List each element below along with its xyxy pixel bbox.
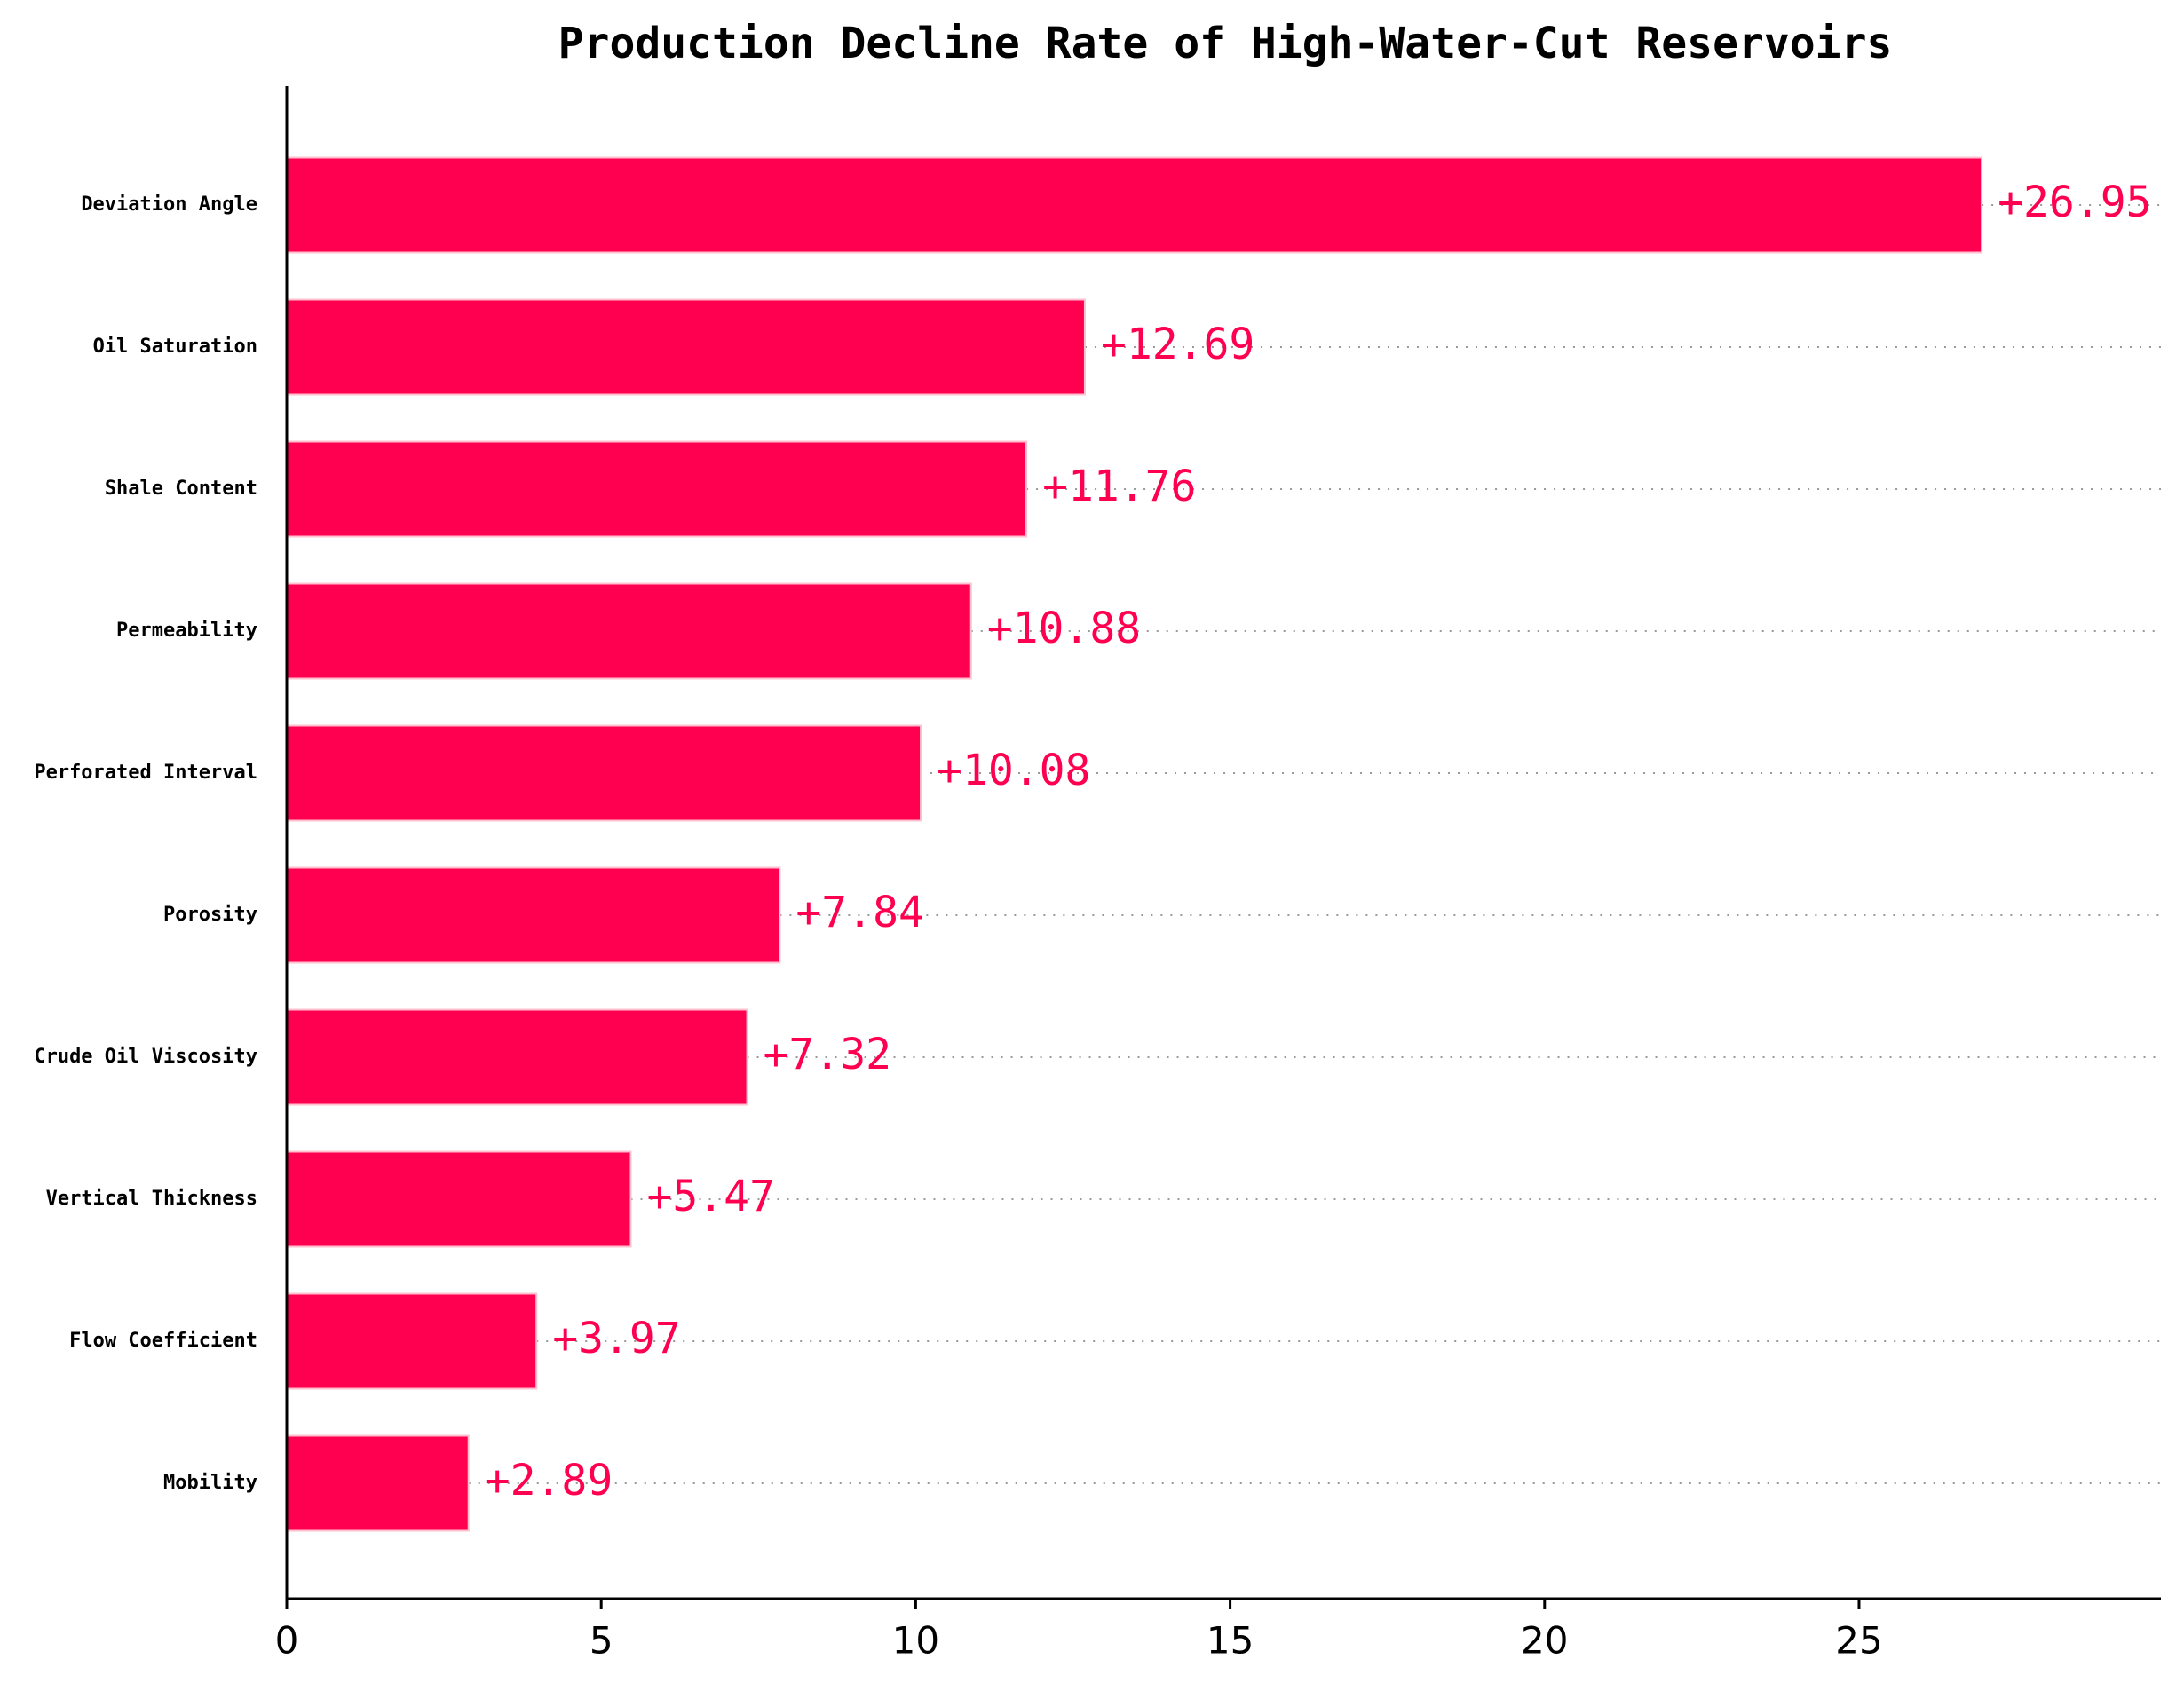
y-tick-label: Crude Oil Viscosity <box>34 1046 257 1068</box>
y-tick-label: Oil Saturation <box>93 336 257 358</box>
y-tick-label: Porosity <box>163 904 257 926</box>
x-tick-label: 15 <box>1207 1619 1254 1663</box>
bar <box>286 298 1086 396</box>
bar <box>286 1292 538 1390</box>
bar <box>286 866 781 964</box>
y-tick-label: Permeability <box>116 620 257 642</box>
value-label: +10.88 <box>987 604 1141 653</box>
value-label: +5.47 <box>646 1172 775 1221</box>
bar <box>286 156 1983 254</box>
value-label: +7.32 <box>764 1030 892 1079</box>
x-tick-label: 5 <box>590 1619 613 1663</box>
value-label: +11.76 <box>1042 462 1196 511</box>
y-tick-label: Vertical Thickness <box>46 1188 257 1210</box>
value-label: +12.69 <box>1101 320 1254 369</box>
x-tick-label: 10 <box>892 1619 939 1663</box>
value-label: +7.84 <box>795 888 924 937</box>
x-tick-label: 20 <box>1521 1619 1568 1663</box>
value-label: +2.89 <box>485 1456 613 1505</box>
value-label: +3.97 <box>552 1314 681 1363</box>
x-tick-label: 25 <box>1835 1619 1882 1663</box>
value-label: +10.08 <box>937 746 1090 795</box>
y-tick-label: Perforated Interval <box>34 762 257 784</box>
bar <box>286 582 972 680</box>
y-tick-label: Mobility <box>163 1472 257 1494</box>
y-tick-label: Flow Coefficient <box>69 1330 257 1352</box>
y-tick-label: Deviation Angle <box>81 194 257 216</box>
y-tick-label: Shale Content <box>105 478 257 500</box>
bar <box>286 1150 632 1248</box>
bar <box>286 1008 748 1106</box>
bar <box>286 440 1028 538</box>
bar <box>286 724 922 822</box>
value-label: +26.95 <box>1998 178 2151 227</box>
chart-title: Production Decline Rate of High-Water-Cu… <box>558 19 1893 68</box>
bar <box>286 1434 470 1532</box>
x-tick-label: 0 <box>275 1619 299 1663</box>
